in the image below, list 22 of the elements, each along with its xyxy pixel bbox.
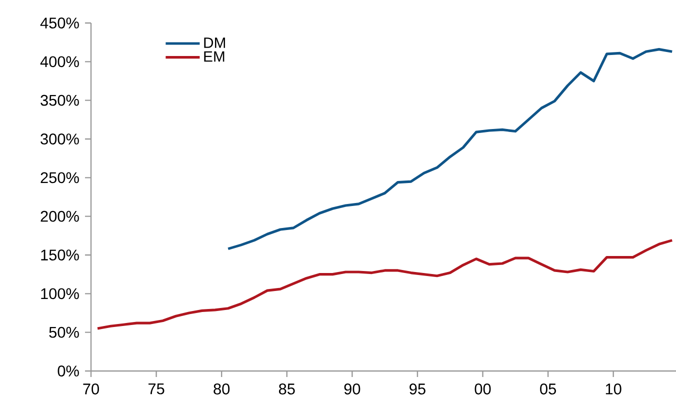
y-tick-label: 350% bbox=[40, 94, 79, 106]
y-tick-label: 50% bbox=[49, 326, 79, 338]
legend-label: DM bbox=[204, 38, 225, 48]
y-tick-label: 150% bbox=[41, 250, 79, 260]
x-tick-label: 80 bbox=[214, 384, 230, 394]
legend-label: EM bbox=[204, 51, 224, 62]
x-tick-label: 85 bbox=[278, 384, 295, 394]
y-tick-label: 0% bbox=[58, 366, 79, 376]
y-tick-label: 100% bbox=[41, 288, 79, 300]
x-tick-label: 95 bbox=[410, 384, 426, 394]
x-tick-label: 90 bbox=[344, 384, 360, 394]
y-tick-label: 450% bbox=[40, 18, 79, 28]
y-tick-label: 400% bbox=[40, 56, 79, 68]
x-tick-label: 75 bbox=[148, 384, 164, 394]
y-tick-label: 300% bbox=[40, 134, 79, 144]
y-tick-label: 200% bbox=[40, 210, 79, 222]
line-series bbox=[226, 48, 674, 250]
x-tick-label: 10 bbox=[606, 384, 622, 394]
y-tick-label: 250% bbox=[40, 172, 79, 184]
x-tick-label: 05 bbox=[540, 384, 556, 394]
x-tick-label: 70 bbox=[83, 384, 99, 394]
x-tick-label: 00 bbox=[474, 384, 491, 394]
